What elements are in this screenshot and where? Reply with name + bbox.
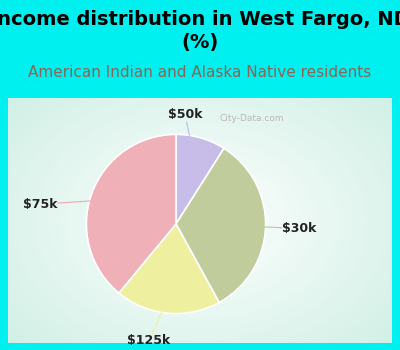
Wedge shape xyxy=(86,134,176,293)
Text: City-Data.com: City-Data.com xyxy=(220,114,284,123)
Wedge shape xyxy=(119,224,219,314)
Text: $30k: $30k xyxy=(255,222,317,235)
Wedge shape xyxy=(176,148,266,302)
Text: $125k: $125k xyxy=(128,298,171,347)
Wedge shape xyxy=(176,134,224,224)
Text: $75k: $75k xyxy=(22,198,106,211)
Text: $50k: $50k xyxy=(168,108,202,157)
Text: American Indian and Alaska Native residents: American Indian and Alaska Native reside… xyxy=(28,65,372,80)
Text: Income distribution in West Fargo, ND
(%): Income distribution in West Fargo, ND (%… xyxy=(0,10,400,52)
